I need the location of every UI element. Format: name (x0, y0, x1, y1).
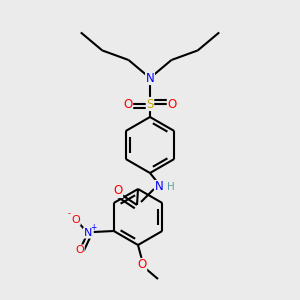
Text: -: - (67, 209, 70, 218)
Text: N: N (84, 228, 92, 238)
Text: S: S (146, 98, 154, 110)
Text: H: H (167, 182, 175, 192)
Text: +: + (91, 223, 97, 232)
Text: N: N (146, 71, 154, 85)
Text: O: O (113, 184, 123, 197)
Text: O: O (71, 215, 80, 225)
Text: O: O (137, 259, 147, 272)
Text: O: O (75, 245, 84, 255)
Text: O: O (167, 98, 177, 110)
Text: O: O (123, 98, 133, 110)
Text: N: N (154, 181, 164, 194)
